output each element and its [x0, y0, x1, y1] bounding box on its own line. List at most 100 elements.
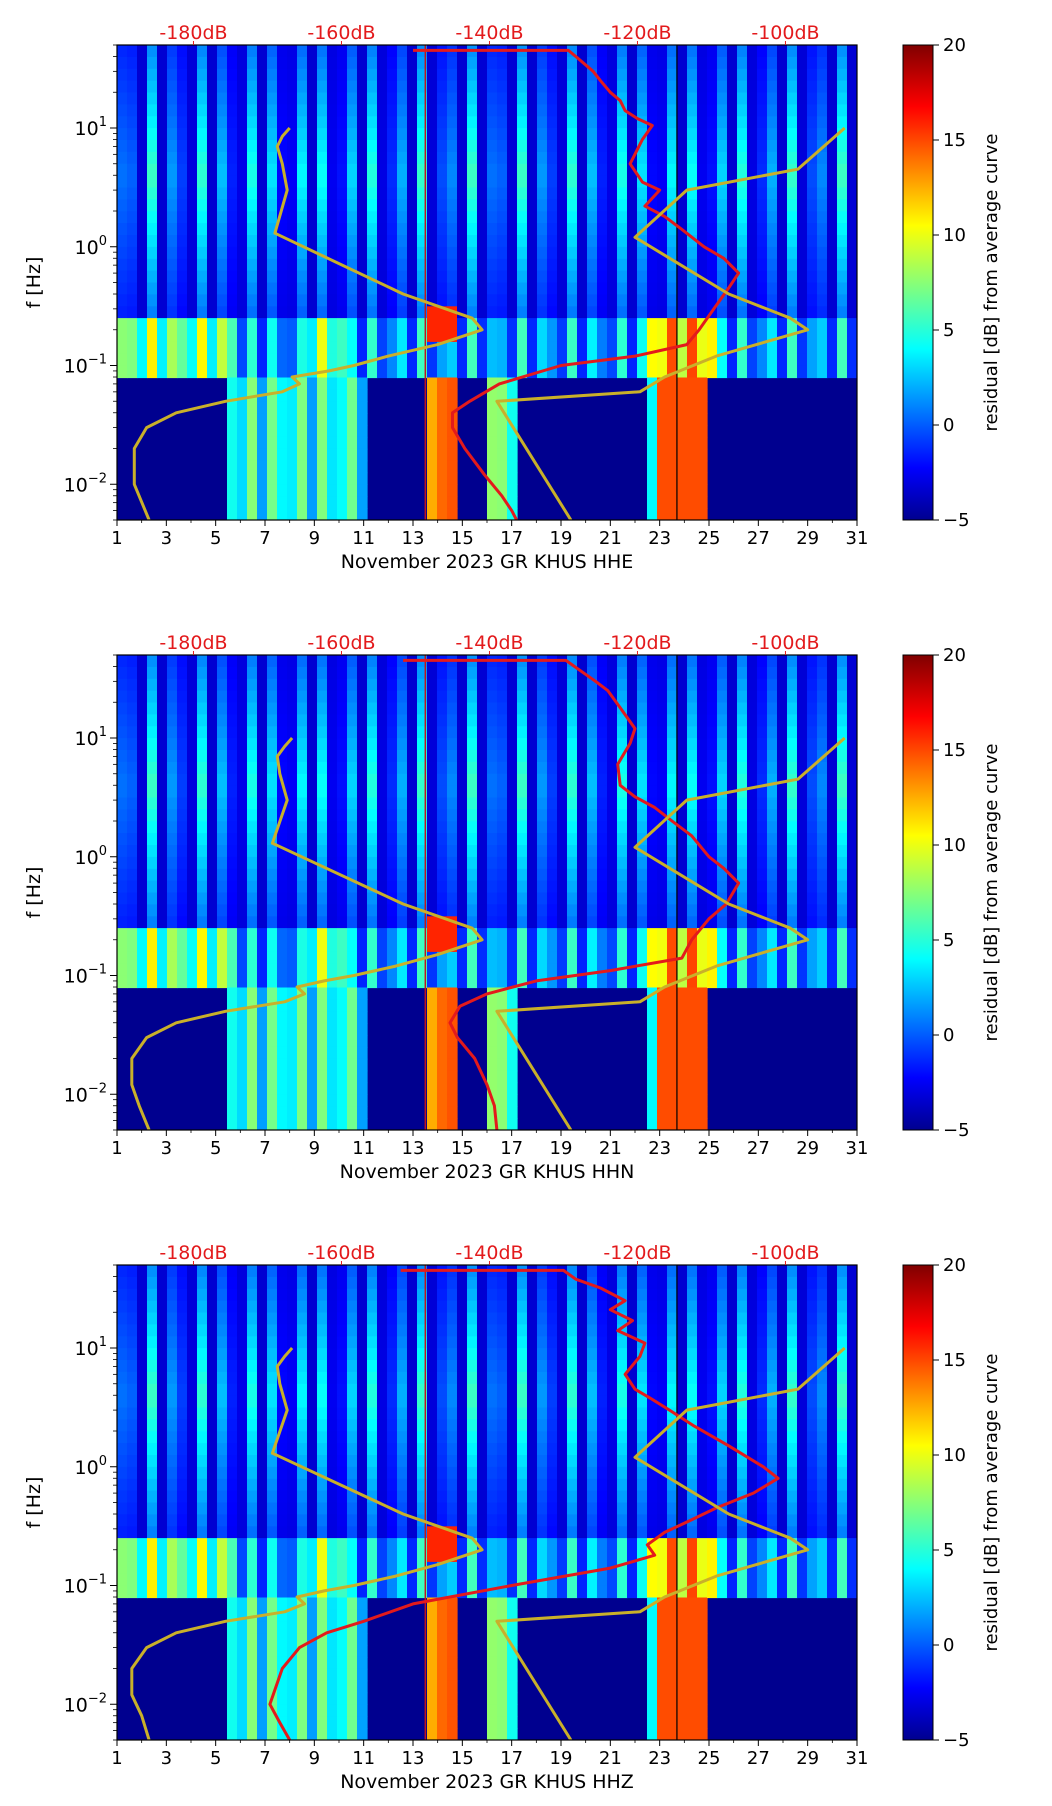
heatmap-cell [707, 928, 718, 941]
heatmap-cell [557, 80, 568, 94]
heatmap-cell [487, 282, 498, 295]
heatmap-cell [297, 868, 308, 882]
heatmap-cell [267, 1035, 278, 1048]
heatmap-cell [267, 904, 278, 917]
heatmap-cell [387, 904, 398, 917]
heatmap-cell [367, 258, 378, 272]
heatmap-cell [817, 678, 828, 692]
heatmap-cell [297, 282, 308, 295]
heatmap-cell [467, 330, 478, 343]
heatmap-cell [657, 199, 668, 212]
heatmap-cell [237, 904, 248, 917]
heatmap-cell [497, 1023, 508, 1036]
heatmap-cell [817, 235, 828, 248]
heatmap-cell [447, 318, 458, 331]
heatmap-cell [257, 484, 268, 497]
heatmap-cell [667, 211, 678, 224]
heatmap-cell [247, 833, 258, 846]
heatmap-cell [237, 151, 248, 165]
heatmap-cell [277, 68, 288, 82]
heatmap-cell [387, 341, 398, 355]
heatmap-cell [217, 940, 228, 953]
heatmap-cell [437, 868, 448, 882]
heatmap-cell [287, 1070, 298, 1084]
heatmap-cell [207, 294, 218, 307]
heatmap-cell [467, 140, 478, 153]
heatmap-cell [317, 282, 328, 295]
heatmap-cell [537, 963, 548, 977]
heatmap-cell [777, 880, 788, 894]
heatmap-cell [627, 666, 638, 680]
heatmap-cell [537, 797, 548, 810]
heatmap-cell [447, 904, 458, 917]
heatmap-cell [717, 868, 728, 882]
heatmap-cell [587, 916, 598, 929]
heatmap-cell [457, 678, 468, 692]
heatmap-cell [727, 678, 738, 692]
heatmap-cell [117, 306, 128, 319]
heatmap-cell [227, 750, 238, 763]
heatmap-cell [637, 365, 648, 379]
heatmap-cell [447, 726, 458, 739]
heatmap-cell [477, 140, 488, 153]
heatmap-cell [287, 341, 298, 355]
heatmap-cell [637, 282, 648, 295]
heatmap-cell [587, 773, 598, 787]
heatmap-cell [797, 163, 808, 177]
heatmap-cell [847, 916, 857, 929]
heatmap-cell [687, 294, 698, 307]
heatmap-cell [147, 666, 158, 680]
heatmap-cell [117, 163, 128, 177]
heatmap-cell [827, 892, 838, 905]
heatmap-cell [227, 258, 238, 272]
heatmap-cell [837, 797, 848, 810]
x-tick-label: 25 [698, 1138, 721, 1159]
heatmap-cell [247, 199, 258, 212]
heatmap-cell [277, 904, 288, 917]
heatmap-cell [177, 916, 188, 929]
heatmap-cell [327, 833, 338, 846]
heatmap-cell [507, 389, 518, 402]
heatmap-cell [317, 940, 328, 953]
heatmap-cell [737, 223, 748, 236]
heatmap-cell [597, 963, 608, 977]
heatmap-cell [257, 892, 268, 905]
heatmap-cell [507, 821, 518, 834]
heatmap-cell [357, 940, 368, 953]
heatmap-cell [237, 92, 248, 105]
heatmap-cell [717, 655, 728, 668]
heatmap-cell [137, 353, 148, 367]
heatmap-cell [207, 45, 218, 58]
heatmap-cell [147, 868, 158, 882]
heatmap-cell [227, 690, 238, 704]
heatmap-cell [557, 904, 568, 917]
heatmap-cell [397, 690, 408, 704]
heatmap-cell [807, 904, 818, 917]
heatmap-cell [317, 1094, 328, 1107]
heatmap-cell [397, 833, 408, 846]
heatmap-cell [357, 714, 368, 727]
heatmap-cell [537, 199, 548, 212]
heatmap-cell [137, 702, 148, 715]
heatmap-cell [227, 223, 238, 236]
heatmap-cell [147, 785, 158, 799]
heatmap-cell [197, 738, 208, 751]
heatmap-cell [677, 401, 688, 414]
heatmap-cell [437, 211, 448, 224]
heatmap-cell [427, 425, 438, 438]
heatmap-cell [337, 773, 348, 787]
heatmap-cell [697, 690, 708, 704]
red-psd-curve [413, 48, 741, 520]
heatmap-cell [627, 235, 638, 248]
heatmap-cell [127, 940, 138, 953]
heatmap-cell [807, 187, 818, 200]
heatmap-cell [497, 175, 508, 189]
heatmap-cell [487, 666, 498, 680]
heatmap-cell [687, 306, 698, 319]
heatmap-cell [197, 128, 208, 141]
heatmap-cell [417, 690, 428, 704]
heatmap-cell [667, 916, 678, 929]
heatmap-cell [817, 856, 828, 870]
heatmap-cell [507, 116, 518, 129]
heatmap-cell [697, 963, 708, 977]
